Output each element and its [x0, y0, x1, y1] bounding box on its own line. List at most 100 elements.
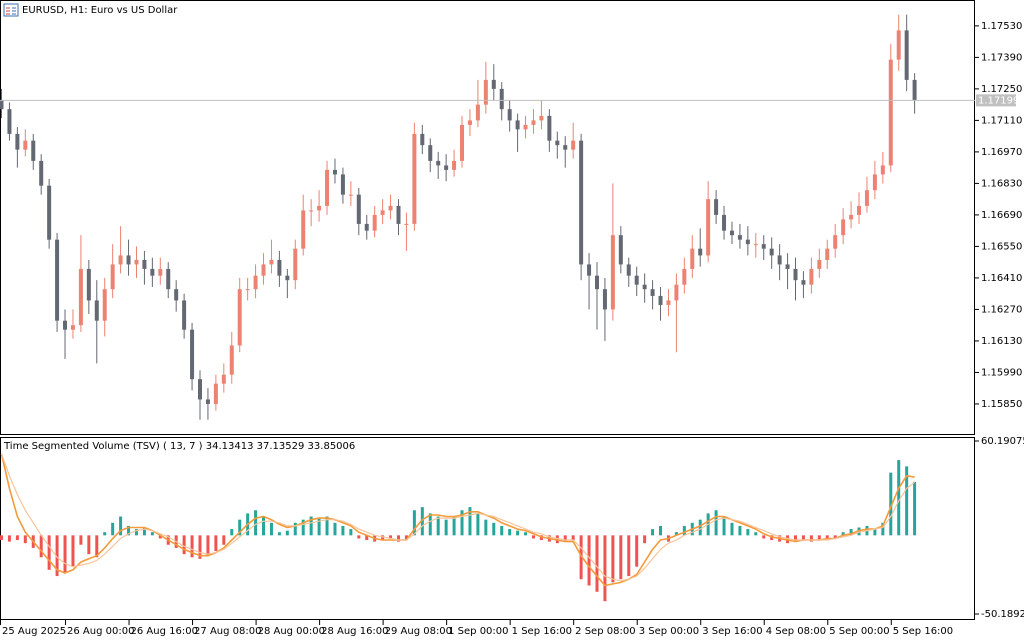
- candle-body: [801, 280, 806, 285]
- tsv-bar: [762, 535, 766, 539]
- tsv-bar: [436, 516, 440, 536]
- candle-body: [729, 230, 734, 236]
- tsv-bar: [643, 535, 647, 544]
- tsv-bar: [55, 535, 59, 577]
- candle-body: [205, 399, 210, 404]
- tsv-bar: [0, 535, 3, 541]
- candle-body: [158, 268, 163, 276]
- x-tick-label: 29 Aug 08:00: [385, 626, 452, 637]
- candle-body: [372, 214, 377, 231]
- current-price-label: 1.17199: [978, 95, 1019, 106]
- y-tick-label: 1.16550: [981, 241, 1022, 252]
- tsv-bar: [23, 535, 27, 544]
- tsv-bar: [262, 516, 266, 536]
- tsv-bar: [230, 529, 234, 536]
- tsv-bar: [889, 472, 893, 536]
- candle-body: [547, 115, 552, 141]
- indicator-panel: [0, 437, 975, 620]
- tsv-bar: [682, 525, 686, 536]
- y-tick-label: 1.17250: [981, 84, 1022, 95]
- tsv-bar: [484, 519, 488, 536]
- tsv-bar: [603, 535, 607, 602]
- tsv-bar: [444, 519, 448, 536]
- candle-body: [507, 109, 512, 121]
- candle-body: [444, 165, 449, 170]
- candle-body: [86, 268, 91, 301]
- tsv-bar: [150, 532, 154, 536]
- candle-body: [198, 379, 202, 400]
- tsv-bar: [293, 522, 297, 536]
- candle-body: [15, 133, 20, 150]
- tsv-bar: [825, 535, 829, 539]
- candle-body: [563, 145, 568, 150]
- candle-body: [269, 259, 274, 265]
- tsv-bar: [7, 535, 11, 542]
- tsv-bar: [738, 525, 742, 536]
- candle-body: [610, 235, 615, 310]
- tsv-bar: [206, 535, 210, 556]
- tsv-bar: [412, 510, 416, 536]
- tsv-bar: [198, 535, 202, 559]
- candle-body: [555, 140, 560, 146]
- candle-body: [880, 165, 885, 175]
- candle-body: [857, 205, 862, 215]
- tsv-bar: [817, 535, 821, 541]
- tsv-bar: [881, 522, 885, 536]
- candle-body: [499, 88, 504, 110]
- candle-body: [47, 185, 52, 240]
- candle-body: [388, 205, 393, 211]
- tsv-bar: [341, 525, 345, 536]
- tsv-bar: [111, 522, 115, 536]
- candle-body: [309, 210, 314, 212]
- tsv-bar: [127, 525, 131, 536]
- candle-body: [428, 145, 433, 161]
- candle-body: [483, 79, 488, 105]
- candle-body: [63, 320, 68, 330]
- candle-body: [682, 268, 687, 285]
- candle-body: [380, 210, 385, 215]
- candle-body: [658, 295, 663, 305]
- tsv-bar: [492, 522, 496, 536]
- x-tick-label: 5 Sep 00:00: [829, 626, 889, 637]
- tsv-bar: [214, 535, 218, 552]
- y-tick-label: 1.16690: [981, 210, 1022, 221]
- tsv-bar: [635, 535, 639, 567]
- candle-body: [666, 300, 671, 305]
- tsv-bar: [524, 532, 528, 536]
- tsv-bar: [794, 535, 797, 542]
- candle-body: [753, 244, 758, 246]
- tsv-bar: [674, 532, 678, 536]
- candle-body: [166, 268, 171, 290]
- candle-body: [817, 259, 822, 269]
- x-tick-label: 1 Sep 00:00: [448, 626, 508, 637]
- tsv-bar: [190, 535, 194, 558]
- tsv-bar: [571, 535, 575, 541]
- tsv-bar: [873, 529, 877, 536]
- symbol-icon: [3, 3, 19, 17]
- tsv-bar: [79, 535, 83, 545]
- candle-body: [841, 219, 846, 236]
- candle-body: [221, 374, 226, 384]
- tsv-bar: [71, 535, 75, 567]
- candle-body: [213, 383, 218, 404]
- candle-body: [571, 140, 576, 150]
- candle-body: [142, 259, 147, 269]
- tsv-line: [0, 453, 915, 582]
- candle-body: [285, 275, 290, 281]
- candle-body: [31, 140, 36, 161]
- candle-body: [396, 205, 401, 224]
- candle-body: [888, 59, 893, 166]
- candle-body: [467, 120, 472, 125]
- candle-body: [39, 160, 44, 186]
- candle-body: [332, 169, 337, 175]
- candle-body: [174, 289, 179, 301]
- candle-body: [452, 160, 457, 170]
- tsv-bar: [381, 535, 385, 541]
- candle-body: [317, 205, 322, 211]
- tsv-bar: [698, 519, 702, 536]
- x-tick-label: 3 Sep 00:00: [639, 626, 699, 637]
- candle-body: [325, 169, 330, 206]
- tsv-bar: [913, 481, 917, 536]
- tsv-bar: [897, 460, 901, 536]
